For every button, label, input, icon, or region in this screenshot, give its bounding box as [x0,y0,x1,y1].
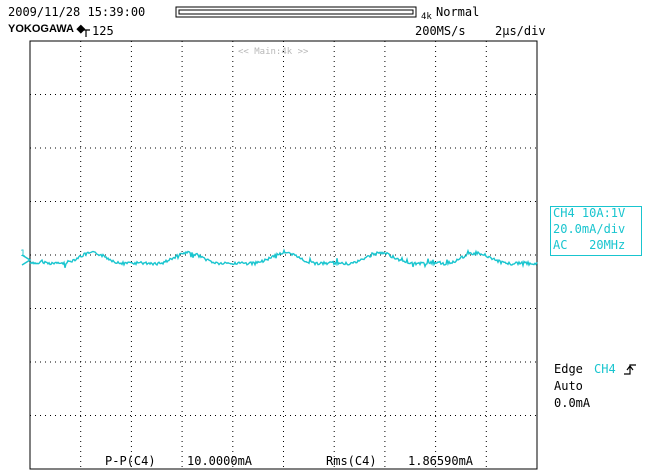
channel-probe-setting: CH4 10A:1V [553,206,626,220]
trigger-channel: CH4 [594,362,616,376]
trigger-level: 0.0mA [554,396,591,410]
rising-edge-icon [624,364,636,375]
record-length-bar [175,6,417,18]
channel-info-box [550,206,642,256]
ground-marker-icon [21,254,32,266]
ch4-waveform-trace [29,248,538,269]
measurement-rms-value: 1.86590mA [408,454,474,468]
brand-label: YOKOGAWA ◆ [8,23,86,35]
main-window-label: << Main:4k >> [238,47,309,57]
ground-marker-label: 1 [20,249,26,259]
trigger-position-value: 125 [92,24,114,38]
channel-coupling-bandwidth: AC 20MHz [553,238,626,252]
trigger-mode: Auto [554,379,583,393]
measurement-pp-label: P-P(C4) [105,454,156,468]
memory-length-label: 4k [421,12,432,22]
trigger-position-icon [82,29,90,37]
measurement-pp-value: 10.0000mA [187,454,253,468]
grid-lines [30,41,537,469]
timestamp: 2009/11/28 15:39:00 [8,5,146,19]
measurement-rms-label: Rms(C4) [326,454,377,468]
sample-rate: 200MS/s [415,24,466,38]
channel-vertical-scale: 20.0mA/div [553,222,626,236]
trigger-type: Edge [554,362,583,376]
record-length-fill [178,9,414,15]
acquisition-mode: Normal [436,5,480,19]
time-per-div: 2µs/div [495,24,546,38]
